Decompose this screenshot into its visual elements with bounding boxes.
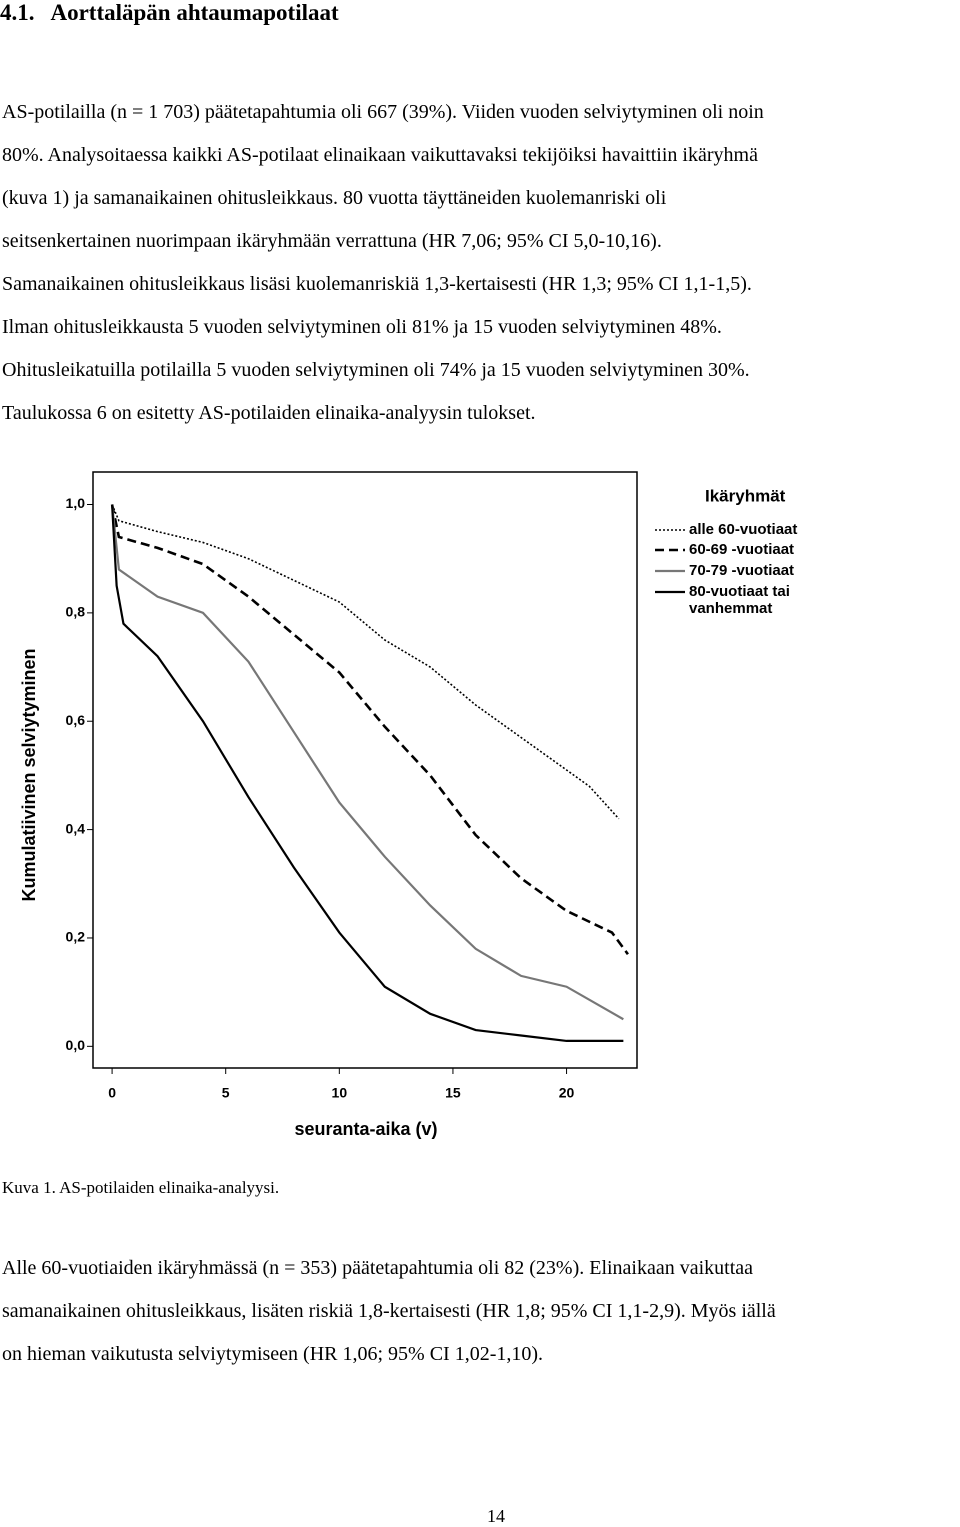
y-tick-label: 0,0 [66, 1037, 86, 1053]
x-tick-label: 10 [332, 1085, 348, 1101]
legend-entry: alle 60-vuotiaat [689, 521, 798, 538]
page-number: 14 [487, 1506, 505, 1526]
legend-title: Ikäryhmät [705, 486, 786, 505]
x-tick-label: 5 [222, 1085, 230, 1101]
y-tick-label: 0,6 [66, 712, 86, 728]
legend-entry: 60-69 -vuotiaat [689, 541, 795, 558]
text-line: Ilman ohitusleikkausta 5 vuoden selviyty… [2, 316, 722, 338]
text-line: Alle 60-vuotiaiden ikäryhmässä (n = 353)… [2, 1257, 754, 1279]
text-line: 80%. Analysoitaessa kaikki AS-potilaat e… [2, 144, 758, 166]
chart: Ikäryhmät Kumulatiivinen selviytyminen s… [19, 471, 798, 1139]
text-line: AS-potilailla (n = 1 703) päätetapahtumi… [2, 101, 764, 123]
x-axis-label: seuranta-aika (v) [294, 1119, 437, 1139]
legend-entry: 80-vuotiaat tai vanhemmat [689, 583, 790, 617]
text-line: seitsenkertainen nuorimpaan ikäryhmään v… [2, 230, 662, 252]
survival-curve [111, 504, 620, 820]
heading: 4.1. Aorttaläpän ahtaumapotilaat [0, 0, 339, 25]
text-line: on hieman vaikutusta selviytymiseen (HR … [2, 1343, 544, 1365]
plot-frame [92, 471, 638, 1069]
caption: Kuva 1. AS-potilaiden elinaika-analyysi. [2, 1178, 280, 1197]
legend-entry: 70-79 -vuotiaat [689, 562, 795, 579]
legend-label: 80-vuotiaat tai vanhemmat [689, 583, 790, 617]
y-tick-label: 1,0 [66, 495, 86, 511]
y-tick-label: 0,4 [66, 820, 86, 836]
text-line: Taulukossa 6 on esitetty AS-potilaiden e… [2, 402, 536, 424]
text-line: Samanaikainen ohitusleikkaus lisäsi kuol… [2, 273, 752, 295]
text-line: Ohitusleikatuilla potilailla 5 vuoden se… [2, 359, 750, 381]
x-tick-label: 15 [445, 1085, 461, 1101]
survival-curve [110, 504, 624, 1021]
y-axis-label: Kumulatiivinen selviytyminen [19, 648, 39, 901]
x-tick-label: 0 [108, 1085, 116, 1101]
text-line: (kuva 1) ja samanaikainen ohitusleikkaus… [2, 187, 667, 209]
y-tick-label: 0,8 [66, 604, 86, 620]
y-tick-label: 0,2 [66, 929, 86, 945]
legend-label: 70-79 -vuotiaat [689, 562, 795, 579]
survival-curve [110, 504, 624, 1043]
text-line: samanaikainen ohitusleikkaus, lisäten ri… [2, 1300, 776, 1322]
survival-curve [110, 504, 629, 955]
legend-label: 60-69 -vuotiaat [689, 541, 795, 558]
legend-label: alle 60-vuotiaat [689, 521, 798, 538]
x-tick-label: 20 [559, 1085, 575, 1101]
